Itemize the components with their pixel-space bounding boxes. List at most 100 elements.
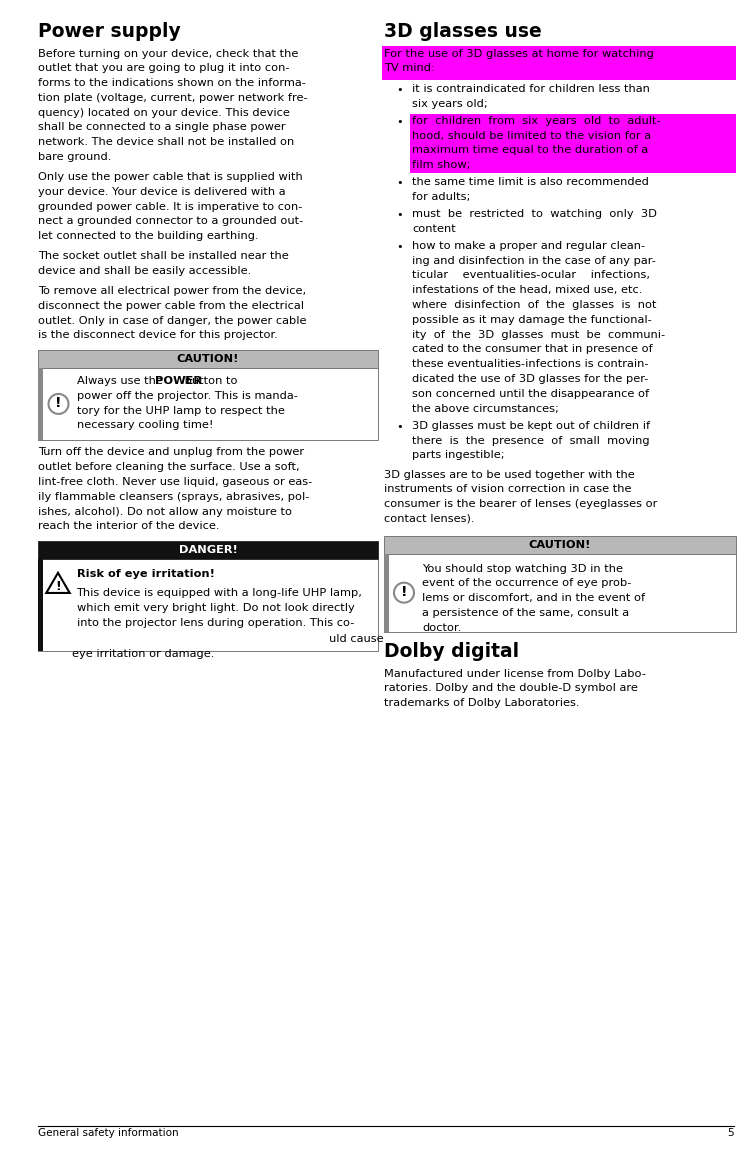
Text: power off the projector. This is manda-: power off the projector. This is manda- <box>76 391 297 401</box>
Text: 3D glasses are to be used together with the: 3D glasses are to be used together with … <box>384 470 635 480</box>
Text: reach the interior of the device.: reach the interior of the device. <box>38 521 219 531</box>
Text: film show;: film show; <box>412 160 470 171</box>
Text: how to make a proper and regular clean-: how to make a proper and regular clean- <box>412 241 645 251</box>
Text: nect a grounded connector to a grounded out-: nect a grounded connector to a grounded … <box>38 216 303 227</box>
Text: dicated the use of 3D glasses for the per-: dicated the use of 3D glasses for the pe… <box>412 374 649 384</box>
Text: disconnect the power cable from the electrical: disconnect the power cable from the elec… <box>38 301 304 311</box>
Text: hood, should be limited to the vision for a: hood, should be limited to the vision fo… <box>412 131 651 140</box>
Text: is the disconnect device for this projector.: is the disconnect device for this projec… <box>38 331 278 340</box>
Text: outlet before cleaning the surface. Use a soft,: outlet before cleaning the surface. Use … <box>38 463 299 472</box>
Text: 3D glasses must be kept out of children if: 3D glasses must be kept out of children … <box>412 420 650 431</box>
Text: Manufactured under license from Dolby Labo-: Manufactured under license from Dolby La… <box>384 668 646 679</box>
Text: it is contraindicated for children less than: it is contraindicated for children less … <box>412 84 650 93</box>
Bar <box>38 541 378 558</box>
Text: •: • <box>397 242 404 252</box>
Text: ity  of  the  3D  glasses  must  be  communi-: ity of the 3D glasses must be communi- <box>412 329 665 340</box>
Text: for  children  from  six  years  old  to  adult-: for children from six years old to adult… <box>412 116 661 126</box>
Text: into the projector lens during operation. This co-: into the projector lens during operation… <box>76 618 354 627</box>
Bar <box>38 558 42 651</box>
Text: infestations of the head, mixed use, etc.: infestations of the head, mixed use, etc… <box>412 285 643 296</box>
Text: trademarks of Dolby Laboratories.: trademarks of Dolby Laboratories. <box>384 698 580 708</box>
Text: device and shall be easily accessible.: device and shall be easily accessible. <box>38 266 251 276</box>
Text: This device is equipped with a long-life UHP lamp,: This device is equipped with a long-life… <box>76 588 362 598</box>
Text: Turn off the device and unplug from the power: Turn off the device and unplug from the … <box>38 447 304 458</box>
Text: •: • <box>397 210 404 220</box>
Text: For the use of 3D glasses at home for watching: For the use of 3D glasses at home for wa… <box>384 49 654 58</box>
Text: 5: 5 <box>727 1128 734 1138</box>
Text: ing and disinfection in the case of any par-: ing and disinfection in the case of any … <box>412 256 656 265</box>
Bar <box>382 46 736 79</box>
Text: eye irritation or damage.: eye irritation or damage. <box>72 648 214 659</box>
Text: necessary cooling time!: necessary cooling time! <box>76 420 213 430</box>
Text: the same time limit is also recommended: the same time limit is also recommended <box>412 178 649 187</box>
Text: where  disinfection  of  the  glasses  is  not: where disinfection of the glasses is not <box>412 300 656 310</box>
Text: uld cause: uld cause <box>329 634 383 644</box>
Text: !: ! <box>401 585 407 599</box>
Text: a persistence of the same, consult a: a persistence of the same, consult a <box>423 609 630 618</box>
Text: tion plate (voltage, current, power network fre-: tion plate (voltage, current, power netw… <box>38 93 308 103</box>
Text: cated to the consumer that in presence of: cated to the consumer that in presence o… <box>412 345 652 355</box>
Text: ily flammable cleansers (sprays, abrasives, pol-: ily flammable cleansers (sprays, abrasiv… <box>38 492 309 502</box>
Bar <box>38 350 378 368</box>
Text: parts ingestible;: parts ingestible; <box>412 451 504 460</box>
Text: •: • <box>397 117 404 127</box>
Text: Power supply: Power supply <box>38 22 181 41</box>
Bar <box>38 368 378 440</box>
Text: forms to the indications shown on the informa-: forms to the indications shown on the in… <box>38 78 306 88</box>
Text: son concerned until the disappearance of: son concerned until the disappearance of <box>412 389 649 399</box>
Text: let connected to the building earthing.: let connected to the building earthing. <box>38 231 259 242</box>
Text: doctor.: doctor. <box>423 623 462 633</box>
Text: Only use the power cable that is supplied with: Only use the power cable that is supplie… <box>38 172 302 182</box>
Text: ticular    eventualities-ocular    infections,: ticular eventualities-ocular infections, <box>412 271 650 280</box>
Text: ratories. Dolby and the double-D symbol are: ratories. Dolby and the double-D symbol … <box>384 683 638 694</box>
Text: these eventualities-infections is contrain-: these eventualities-infections is contra… <box>412 360 649 369</box>
Text: for adults;: for adults; <box>412 192 470 202</box>
Text: •: • <box>397 85 404 95</box>
Text: !: ! <box>55 396 62 410</box>
Text: instruments of vision correction in case the: instruments of vision correction in case… <box>384 485 631 494</box>
Bar <box>38 368 42 440</box>
Text: POWER: POWER <box>154 376 202 385</box>
Text: which emit very bright light. Do not look directly: which emit very bright light. Do not loo… <box>76 603 355 613</box>
Text: event of the occurrence of eye prob-: event of the occurrence of eye prob- <box>423 578 632 589</box>
Text: •: • <box>397 422 404 432</box>
Text: Risk of eye irritation!: Risk of eye irritation! <box>76 569 215 579</box>
Text: network. The device shall not be installed on: network. The device shall not be install… <box>38 138 294 147</box>
Text: lems or discomfort, and in the event of: lems or discomfort, and in the event of <box>423 593 646 603</box>
Bar <box>384 536 736 554</box>
Bar <box>384 554 736 632</box>
Text: content: content <box>412 224 456 234</box>
Text: tory for the UHP lamp to respect the: tory for the UHP lamp to respect the <box>76 405 284 416</box>
Text: quency) located on your device. This device: quency) located on your device. This dev… <box>38 107 290 118</box>
Text: six years old;: six years old; <box>412 99 488 109</box>
Text: You should stop watching 3D in the: You should stop watching 3D in the <box>423 564 624 573</box>
Text: maximum time equal to the duration of a: maximum time equal to the duration of a <box>412 146 648 155</box>
Text: Before turning on your device, check that the: Before turning on your device, check tha… <box>38 49 299 58</box>
Text: 3D glasses use: 3D glasses use <box>384 22 542 41</box>
Text: Dolby digital: Dolby digital <box>384 642 519 661</box>
Text: The socket outlet shall be installed near the: The socket outlet shall be installed nea… <box>38 251 289 262</box>
Bar <box>38 558 378 651</box>
Text: General safety information: General safety information <box>38 1128 178 1138</box>
Bar <box>410 158 736 173</box>
Text: outlet. Only in case of danger, the power cable: outlet. Only in case of danger, the powe… <box>38 315 306 326</box>
Text: button to: button to <box>181 376 237 385</box>
Text: contact lenses).: contact lenses). <box>384 514 475 524</box>
Text: the above circumstances;: the above circumstances; <box>412 404 559 413</box>
Text: grounded power cable. It is imperative to con-: grounded power cable. It is imperative t… <box>38 202 302 211</box>
Text: your device. Your device is delivered with a: your device. Your device is delivered wi… <box>38 187 286 197</box>
Text: shall be connected to a single phase power: shall be connected to a single phase pow… <box>38 123 286 132</box>
Text: Always use the: Always use the <box>76 376 166 385</box>
Text: possible as it may damage the functional-: possible as it may damage the functional… <box>412 315 652 325</box>
Text: bare ground.: bare ground. <box>38 152 111 162</box>
Bar <box>384 554 389 632</box>
Text: To remove all electrical power from the device,: To remove all electrical power from the … <box>38 286 306 296</box>
Text: outlet that you are going to plug it into con-: outlet that you are going to plug it int… <box>38 63 290 74</box>
Text: lint-free cloth. Never use liquid, gaseous or eas-: lint-free cloth. Never use liquid, gaseo… <box>38 477 312 487</box>
Bar <box>410 144 736 158</box>
Text: !: ! <box>55 580 61 593</box>
Text: must  be  restricted  to  watching  only  3D: must be restricted to watching only 3D <box>412 209 657 220</box>
Bar <box>410 113 736 128</box>
Text: ishes, alcohol). Do not allow any moisture to: ishes, alcohol). Do not allow any moistu… <box>38 507 292 516</box>
Text: TV mind:: TV mind: <box>384 63 435 74</box>
